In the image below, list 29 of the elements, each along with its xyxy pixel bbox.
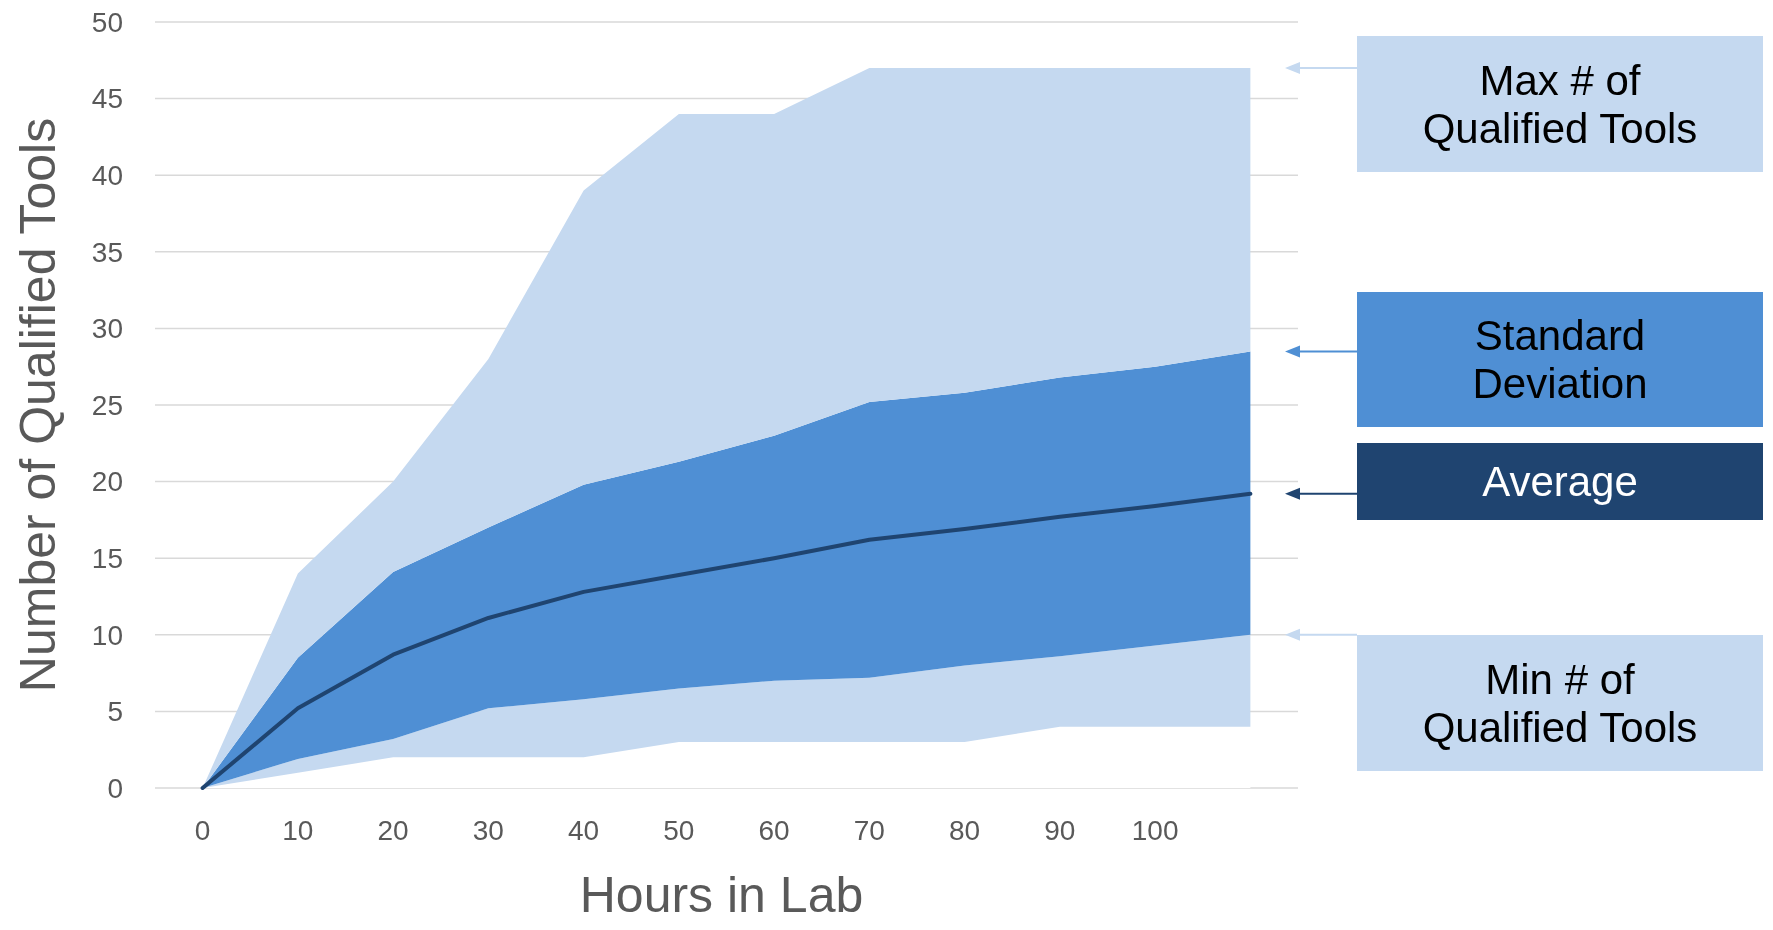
y-tick-label: 15 [91, 543, 123, 574]
x-tick-label: 90 [1044, 815, 1076, 846]
y-tick-label: 20 [91, 466, 123, 498]
y-tick-label: 30 [91, 313, 123, 345]
y-tick-label: 5 [107, 696, 123, 728]
x-tick-label: 100 [1131, 815, 1179, 846]
x-tick-label: 10 [282, 815, 314, 846]
x-tick-label: 30 [472, 815, 504, 846]
y-tick-label: 50 [91, 6, 123, 38]
x-tick-label: 80 [949, 815, 981, 846]
x-tick-label: 20 [377, 815, 409, 846]
line-series [200, 491, 1253, 790]
x-axis-title: Hours in Lab [579, 867, 864, 923]
text: Average [1482, 458, 1638, 506]
y-tick-label: 0 [107, 772, 123, 804]
y-tick-label: 10 [91, 619, 123, 651]
y-tick-label: 40 [91, 160, 123, 191]
x-tick-label: 0 [194, 815, 211, 846]
text: Max # of Qualified Tools [1422, 56, 1698, 152]
x-tick-label: 60 [758, 815, 790, 846]
x-tick-label: 50 [663, 815, 695, 846]
y-tick-label: 35 [91, 236, 123, 268]
x-tick-label: 70 [853, 815, 885, 846]
text: Standard Deviation [1472, 312, 1648, 408]
y-tick-label: 25 [91, 389, 123, 421]
x-tick-label: 40 [568, 815, 600, 846]
y-axis-title: Number of Qualified Tools [10, 117, 66, 693]
text: Min # of Qualified Tools [1422, 655, 1698, 751]
y-tick-label: 45 [91, 83, 123, 115]
